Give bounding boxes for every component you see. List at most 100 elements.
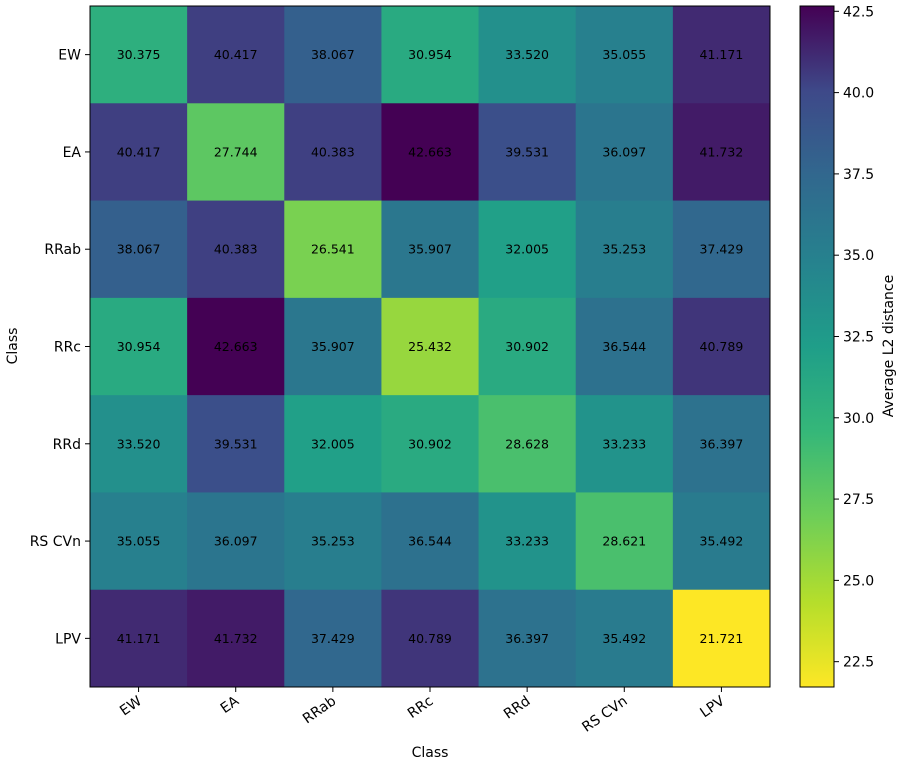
y-tick-label: LPV bbox=[55, 631, 81, 647]
heatmap-cell bbox=[187, 395, 285, 493]
heatmap-cell bbox=[284, 492, 382, 591]
x-axis-label: Class bbox=[412, 745, 449, 761]
heatmap-cell bbox=[187, 589, 285, 688]
cell-value-label: 40.383 bbox=[311, 144, 355, 159]
heatmap-cell bbox=[575, 492, 674, 591]
colorbar-tick-label: 35.0 bbox=[843, 248, 874, 264]
heatmap-cell bbox=[187, 6, 285, 104]
heatmap-cell bbox=[575, 395, 674, 493]
heatmap-cells bbox=[90, 6, 771, 688]
y-tick-label: EA bbox=[63, 145, 82, 161]
heatmap-cell bbox=[90, 395, 188, 493]
cell-value-label: 37.429 bbox=[700, 242, 744, 257]
heatmap-cell bbox=[672, 492, 771, 591]
heatmap-cell bbox=[478, 200, 577, 299]
heatmap-cell bbox=[672, 200, 771, 299]
cell-value-label: 41.171 bbox=[700, 47, 744, 62]
heatmap-cell bbox=[90, 589, 188, 688]
heatmap-cell bbox=[672, 589, 771, 688]
y-tick-label: RRc bbox=[54, 340, 81, 356]
cell-value-label: 30.954 bbox=[117, 339, 161, 354]
heatmap-cell bbox=[575, 297, 674, 396]
heatmap-cell bbox=[284, 103, 382, 202]
colorbar-tick-label: 40.0 bbox=[843, 86, 874, 102]
cell-value-label: 38.067 bbox=[117, 242, 161, 257]
heatmap-cell bbox=[478, 6, 577, 104]
cell-value-label: 36.397 bbox=[700, 436, 744, 451]
cell-value-label: 39.531 bbox=[505, 144, 549, 159]
heatmap-cell bbox=[478, 395, 577, 493]
colorbar-tick-label: 42.5 bbox=[843, 4, 874, 20]
cell-value-label: 35.492 bbox=[700, 534, 744, 549]
heatmap-cell bbox=[381, 589, 480, 688]
x-tick-label: RRab bbox=[300, 693, 339, 727]
cell-value-label: 32.005 bbox=[505, 242, 549, 257]
cell-value-label: 35.492 bbox=[602, 631, 646, 646]
y-tick-label: RS CVn bbox=[30, 534, 81, 550]
heatmap-cell bbox=[284, 6, 382, 104]
heatmap-cell bbox=[90, 200, 188, 299]
cell-value-label: 35.907 bbox=[408, 242, 452, 257]
cell-value-label: 27.744 bbox=[214, 144, 258, 159]
colorbar-tick-label: 25.0 bbox=[843, 573, 874, 589]
cell-value-label: 35.907 bbox=[311, 339, 355, 354]
cell-value-label: 30.902 bbox=[408, 436, 452, 451]
y-tick-label: RRab bbox=[44, 242, 81, 258]
heatmap-cell bbox=[187, 492, 285, 591]
heatmap-cell bbox=[478, 589, 577, 688]
heatmap-cell bbox=[90, 297, 188, 396]
cell-value-label: 40.789 bbox=[408, 631, 452, 646]
y-tick-label: RRd bbox=[53, 437, 81, 453]
cell-value-label: 36.544 bbox=[408, 534, 452, 549]
heatmap-cell bbox=[90, 6, 188, 104]
cell-value-label: 30.902 bbox=[505, 339, 549, 354]
cell-value-label: 38.067 bbox=[311, 47, 355, 62]
cell-value-label: 33.233 bbox=[505, 534, 549, 549]
cell-value-label: 40.417 bbox=[214, 47, 258, 62]
heatmap-cell bbox=[575, 200, 674, 299]
cell-value-label: 35.055 bbox=[117, 534, 161, 549]
cell-value-label: 36.397 bbox=[505, 631, 549, 646]
cell-value-label: 35.253 bbox=[311, 534, 355, 549]
heatmap-cell bbox=[381, 200, 480, 299]
cell-value-label: 30.954 bbox=[408, 47, 452, 62]
heatmap-cell bbox=[478, 297, 577, 396]
x-tick-label: RS CVn bbox=[579, 693, 630, 736]
x-tick-label: RRc bbox=[405, 693, 436, 722]
heatmap-cell bbox=[575, 6, 674, 104]
heatmap-cell bbox=[575, 589, 674, 688]
heatmap-cell bbox=[381, 6, 480, 104]
cell-value-label: 41.732 bbox=[700, 144, 744, 159]
heatmap-cell bbox=[478, 492, 577, 591]
colorbar-tick-label: 22.5 bbox=[843, 655, 874, 671]
heatmap-cell bbox=[672, 395, 771, 493]
cell-value-label: 41.171 bbox=[117, 631, 161, 646]
cell-value-label: 26.541 bbox=[311, 242, 355, 257]
cell-value-label: 33.520 bbox=[117, 436, 161, 451]
cell-value-label: 35.253 bbox=[602, 242, 646, 257]
cell-value-label: 21.721 bbox=[700, 631, 744, 646]
heatmap-cell bbox=[381, 492, 480, 591]
heatmap-cell bbox=[90, 492, 188, 591]
cell-value-label: 36.097 bbox=[214, 534, 258, 549]
cell-value-label: 40.383 bbox=[214, 242, 258, 257]
heatmap-cell bbox=[187, 200, 285, 299]
cell-value-label: 33.520 bbox=[505, 47, 549, 62]
colorbar-tick-label: 27.5 bbox=[843, 492, 874, 508]
colorbar-ticks: 22.5 25.0 27.5 30.0 32.5 35.0 37.5 40.0 42.5 bbox=[834, 4, 874, 671]
cell-value-label: 42.663 bbox=[408, 144, 452, 159]
y-tick-label: EW bbox=[58, 48, 81, 64]
heatmap-cell bbox=[90, 103, 188, 202]
cell-value-label: 28.628 bbox=[505, 436, 549, 451]
heatmap-cell bbox=[381, 297, 480, 396]
heatmap-cell bbox=[381, 395, 480, 493]
cell-value-label: 35.055 bbox=[602, 47, 646, 62]
cell-value-label: 25.432 bbox=[408, 339, 452, 354]
x-tick-label: EA bbox=[218, 693, 243, 717]
cell-value-label: 37.429 bbox=[311, 631, 355, 646]
heatmap-cell bbox=[478, 103, 577, 202]
cell-value-label: 40.789 bbox=[700, 339, 744, 354]
heatmap-cell bbox=[284, 200, 382, 299]
heatmap-cell-labels: 30.375 40.417 38.067 30.954 33.520 35.055 41.1… bbox=[117, 47, 744, 646]
cell-value-label: 41.732 bbox=[214, 631, 258, 646]
